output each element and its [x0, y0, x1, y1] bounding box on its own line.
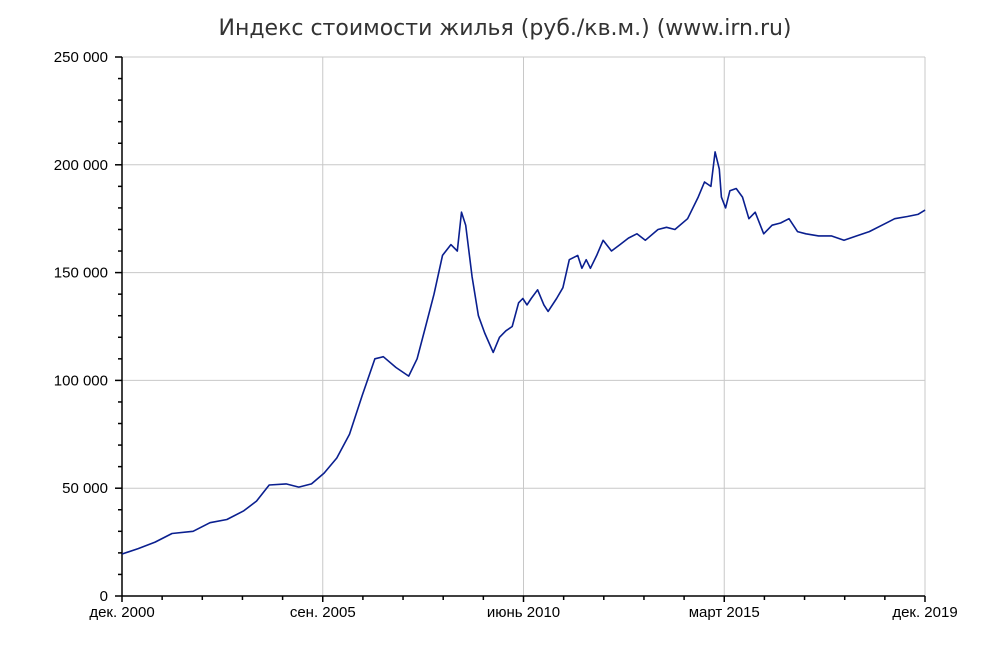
x-tick-label: июнь 2010 [487, 604, 560, 621]
y-tick-label: 100 000 [54, 372, 108, 389]
y-tick-label: 0 [100, 588, 108, 605]
series-line [121, 151, 926, 555]
chart-title: Индекс стоимости жилья (руб./кв.м.) (www… [218, 16, 791, 41]
x-tick-label: март 2015 [689, 604, 760, 621]
y-tick-label: 250 000 [54, 49, 108, 66]
y-tick-label: 200 000 [54, 157, 108, 174]
y-tick-label: 150 000 [54, 265, 108, 282]
x-tick-label: дек. 2000 [89, 604, 154, 621]
x-tick-labels: дек. 2000 сен. 2005 июнь 2010 март 2015 дек.… [89, 604, 957, 621]
y-tick-label: 50 000 [62, 480, 108, 497]
axes [115, 56, 926, 602]
x-tick-label: сен. 2005 [290, 604, 356, 621]
y-tick-labels: 0 50 000 100 000 150 000 200 000 250 000 [54, 49, 108, 605]
x-tick-label: дек. 2019 [892, 604, 957, 621]
grid [122, 56, 926, 596]
